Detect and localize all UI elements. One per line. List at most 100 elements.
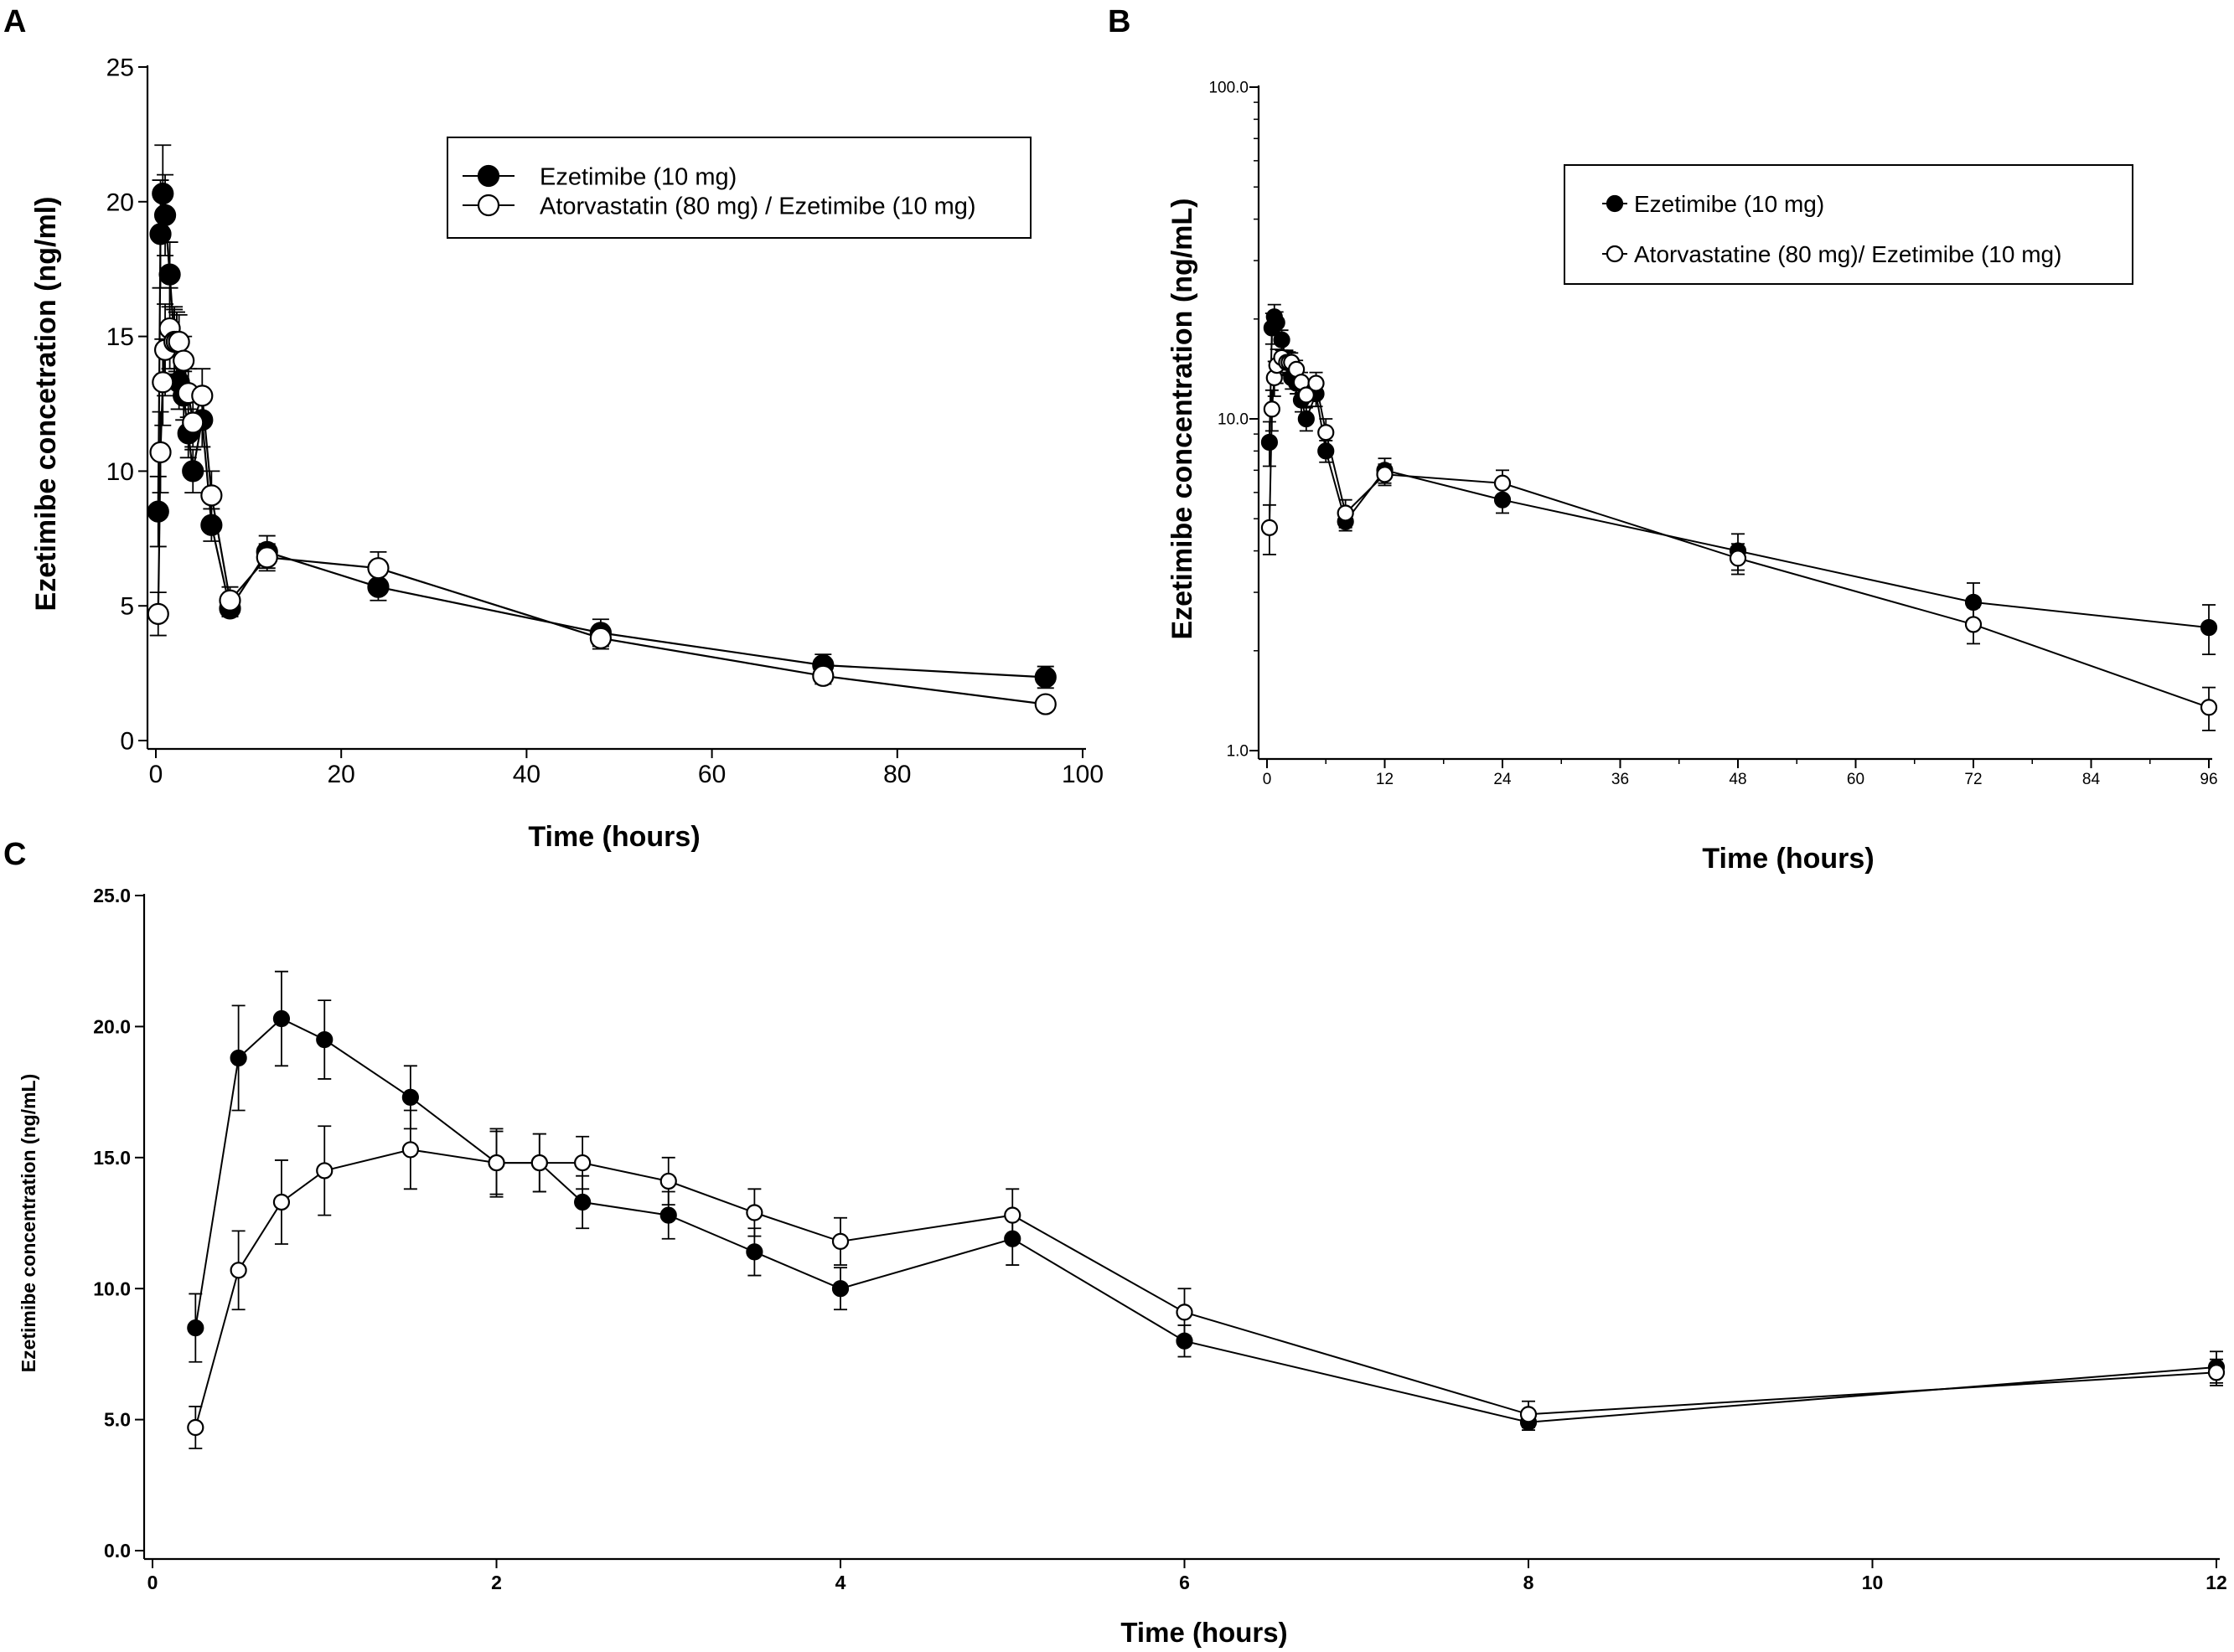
series-atorvastatin-ezetimibe: [1260, 343, 2218, 731]
data-point: [256, 546, 278, 569]
legend-box: [447, 137, 1032, 239]
data-point: [831, 1280, 850, 1298]
legend-label: Ezetimibe (10 mg): [1634, 191, 1824, 217]
y-axis-title: Ezetimibe concetration (ng/ml): [30, 197, 62, 612]
data-point: [1260, 519, 1279, 536]
legend-marker: [1606, 194, 1624, 213]
data-point: [2207, 1364, 2226, 1381]
legend-label: Atorvastatin (80 mg) / Ezetimibe (10 mg): [540, 193, 976, 219]
data-point: [1034, 693, 1057, 715]
data-point: [272, 1009, 291, 1028]
data-point: [746, 1243, 763, 1261]
data-point: [316, 1162, 334, 1180]
x-tick-label: 0: [149, 761, 163, 788]
y-tick-label: 5.0: [104, 1409, 131, 1431]
x-axis-title: Time (hours): [528, 821, 700, 853]
y-axis-title: Ezetimibe concentration (ng/mL): [18, 1074, 39, 1373]
x-tick-label: 100: [1062, 761, 1104, 788]
data-point: [1263, 400, 1280, 418]
data-point: [158, 263, 181, 286]
x-tick-label: 84: [2082, 771, 2101, 788]
data-point: [1376, 466, 1394, 483]
y-tick-label: 10.0: [1218, 411, 1249, 429]
data-point: [831, 1232, 850, 1250]
data-point: [147, 500, 169, 523]
legend-label: Atorvastatine (80 mg)/ Ezetimibe (10 mg): [1634, 241, 2061, 267]
data-point: [574, 1193, 592, 1211]
data-point: [152, 371, 174, 394]
x-tick-label: 8: [1523, 1572, 1534, 1593]
data-point: [1268, 314, 1285, 332]
panel-a-letter: A: [3, 4, 26, 39]
data-point: [1176, 1304, 1193, 1321]
data-point: [187, 1319, 204, 1337]
data-point: [316, 1030, 334, 1049]
panel-a: A 0 5 10 15 20 25 0 20 40 60 80 100 Time (hours) Ezet…: [3, 4, 1104, 853]
legend: Ezetimibe (10 mg) Atorvastatine (80 mg)/ …: [1564, 164, 2133, 285]
legend-marker: [477, 164, 500, 188]
data-point: [1317, 424, 1335, 441]
data-point: [401, 1088, 419, 1106]
data-point: [488, 1154, 505, 1172]
data-point: [1260, 433, 1279, 452]
data-point: [1964, 616, 1983, 633]
data-point: [187, 1418, 204, 1437]
data-point: [200, 484, 223, 507]
data-point: [659, 1172, 677, 1190]
data-point: [149, 441, 172, 463]
data-point: [574, 1154, 592, 1172]
y-tick-label: 25.0: [93, 885, 131, 906]
data-point: [1297, 386, 1315, 404]
data-point: [367, 557, 390, 580]
x-tick-label: 96: [2200, 771, 2217, 788]
x-tick-label: 12: [2206, 1572, 2227, 1593]
y-tick-label: 15: [106, 323, 134, 351]
data-point: [219, 589, 241, 612]
data-point: [1493, 474, 1512, 492]
x-tick-label: 20: [328, 761, 355, 788]
x-tick-label: 80: [883, 761, 911, 788]
y-axis-title: Ezetimibe concentration (ng/mL): [1166, 198, 1198, 639]
x-tick-label: 72: [1964, 771, 1982, 788]
x-tick-label: 0: [1263, 771, 1272, 788]
data-point: [746, 1204, 763, 1221]
x-tick-label: 60: [698, 761, 726, 788]
data-point: [230, 1049, 247, 1067]
y-tick-label: 20: [106, 188, 134, 216]
data-point: [1004, 1206, 1021, 1224]
x-tick-label: 48: [1729, 771, 1746, 788]
data-point: [182, 411, 204, 434]
data-point: [401, 1141, 419, 1159]
x-tick-label: 12: [1376, 771, 1394, 788]
data-point: [1337, 504, 1354, 522]
data-point: [1519, 1406, 1538, 1423]
y-tick-label: 100.0: [1208, 80, 1249, 97]
x-tick-label: 24: [1493, 771, 1512, 788]
legend-box: [1564, 164, 2133, 285]
data-point: [1034, 666, 1057, 689]
data-point: [2200, 699, 2218, 716]
y-tick-label: 20.0: [93, 1015, 131, 1037]
legend-marker: [477, 194, 500, 217]
data-point: [149, 223, 172, 245]
data-point: [173, 349, 195, 372]
x-tick-label: 10: [1862, 1572, 1884, 1593]
data-point: [1297, 410, 1315, 428]
data-point: [153, 204, 177, 226]
data-point: [2200, 618, 2218, 637]
x-tick-label: 36: [1611, 771, 1629, 788]
y-tick-label: 1.0: [1227, 743, 1249, 761]
x-axis-title: Time (hours): [1702, 843, 1874, 875]
data-point: [182, 460, 204, 483]
x-axis-title: Time (hours): [1120, 1617, 1287, 1648]
data-point: [272, 1193, 291, 1211]
y-tick-label: 15.0: [93, 1147, 131, 1169]
data-point: [147, 602, 169, 625]
data-point: [812, 664, 835, 687]
data-point: [1307, 374, 1325, 392]
data-point: [530, 1154, 548, 1172]
y-tick-label: 10: [106, 458, 134, 486]
data-point: [191, 385, 214, 407]
panel-b: B 1.0 10.0 100.0 0 12 24 36 48 60 72 84 96 Time (hou…: [1108, 4, 2218, 875]
data-point: [230, 1262, 247, 1279]
